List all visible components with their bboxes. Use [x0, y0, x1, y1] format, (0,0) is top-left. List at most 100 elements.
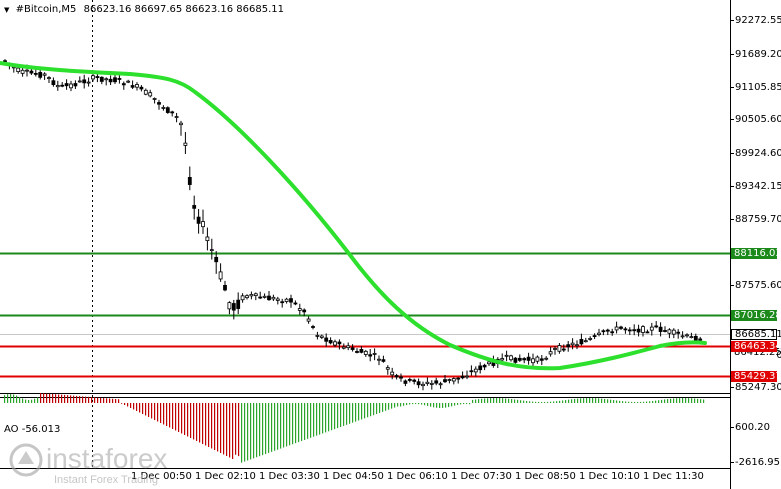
candle-body: [38, 72, 43, 78]
candle-body: [29, 70, 34, 74]
ao-bar: [118, 399, 120, 403]
ao-bar: [625, 401, 627, 403]
moving-average-line: [0, 61, 707, 371]
candle-body: [240, 295, 245, 301]
candle-body: [306, 318, 311, 322]
ao-bar: [64, 394, 66, 403]
ao-bar: [562, 400, 564, 403]
ao-bar: [565, 400, 567, 403]
ao-bar: [28, 399, 30, 403]
ao-bar: [451, 403, 453, 407]
ao-bar: [217, 403, 219, 452]
ao-bar: [424, 403, 426, 406]
ao-bar: [283, 403, 285, 448]
ao-bar: [241, 403, 243, 463]
price-label: 89924.60: [735, 148, 781, 159]
ao-bar: [184, 403, 186, 435]
ao-bar: [628, 401, 630, 403]
ao-bar: [361, 403, 363, 420]
ao-bar: [382, 403, 384, 412]
ao-bar: [397, 403, 399, 407]
time-label: 1 Dec 02:10: [195, 471, 256, 482]
ao-bar: [367, 403, 369, 418]
ao-bar: [7, 394, 9, 403]
candle-body: [302, 309, 307, 313]
ao-bar: [439, 403, 441, 408]
ao-bar: [553, 401, 555, 403]
candle-body: [460, 375, 465, 379]
ao-bar: [250, 403, 252, 460]
ao-bar: [145, 403, 147, 416]
candle-body: [196, 216, 201, 224]
candle-body: [663, 330, 667, 332]
candle-body: [324, 337, 329, 342]
candle-body: [350, 347, 355, 350]
time-label: 1 Dec 07:30: [451, 471, 512, 482]
ao-bar: [427, 403, 429, 406]
ao-bar: [190, 403, 192, 438]
candle-body: [249, 294, 254, 297]
ao-bar: [121, 403, 123, 404]
candle-body: [179, 122, 183, 126]
ao-bar: [148, 403, 150, 417]
ao-bar: [16, 395, 18, 403]
candle-body: [588, 338, 593, 340]
ao-bar: [58, 394, 60, 403]
ao-bar: [418, 403, 420, 405]
price-label: 92272.55: [735, 15, 781, 26]
ao-bar: [31, 399, 33, 403]
candle-body: [183, 142, 188, 146]
candle-body: [280, 301, 285, 304]
ao-bar: [493, 398, 495, 403]
candle-body: [539, 358, 544, 361]
ao-bar: [430, 403, 432, 407]
ao-bar: [226, 403, 228, 456]
ao-bar: [595, 398, 597, 403]
candle-body: [333, 341, 337, 346]
ao-bar: [49, 393, 51, 403]
ao-bar: [253, 403, 255, 459]
instaforex-logo-icon: [9, 443, 43, 477]
candle-body: [69, 83, 73, 89]
ao-bar: [478, 399, 480, 403]
candle-body: [174, 116, 179, 118]
candle-body: [95, 76, 100, 79]
ao-bar: [517, 399, 519, 403]
ao-bar: [583, 398, 585, 403]
ao-bar: [655, 400, 657, 403]
ao-bar: [211, 403, 213, 449]
ao-bar: [316, 403, 318, 436]
candle-body: [482, 364, 487, 368]
ao-bar: [325, 403, 327, 433]
candle-body: [465, 375, 469, 378]
ao-bar: [85, 396, 87, 403]
ao-bar: [310, 403, 312, 438]
ao-bar: [520, 400, 522, 403]
ao-bar: [556, 401, 558, 403]
candle-body: [645, 331, 650, 334]
ao-bar: [88, 396, 90, 403]
time-label: 1 Dec 03:30: [259, 471, 320, 482]
ao-bar: [307, 403, 309, 439]
ao-bar: [106, 398, 108, 403]
ao-bar: [580, 398, 582, 403]
candle-body: [667, 329, 672, 334]
ao-bar: [22, 398, 24, 403]
candle-body: [500, 358, 505, 361]
triangle-down-icon[interactable]: ▼: [4, 6, 10, 14]
ao-bar: [160, 403, 162, 423]
ao-histogram: [4, 393, 705, 463]
level-tag-low: 85429.37: [731, 371, 781, 382]
candle-body: [315, 334, 320, 337]
candle-body: [227, 302, 232, 310]
ao-bar: [643, 401, 645, 403]
ao-bar: [586, 398, 588, 403]
watermark-name: instaforex: [46, 443, 168, 474]
candle-body: [42, 73, 47, 76]
candle-body: [236, 299, 241, 309]
candle-body: [135, 84, 139, 88]
candle-body: [456, 377, 461, 380]
candle-body: [680, 335, 685, 338]
candle-body: [403, 380, 408, 384]
